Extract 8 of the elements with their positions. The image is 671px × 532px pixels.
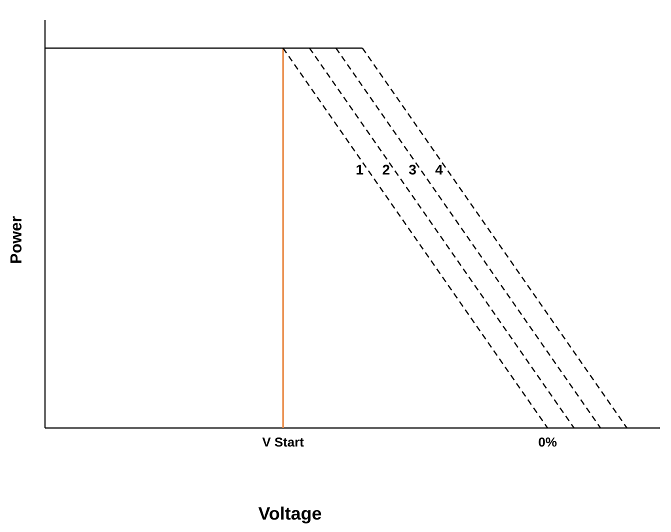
series-label: 2 (382, 164, 390, 175)
series-label: 4 (435, 164, 443, 174)
series-label: 3 (408, 164, 416, 175)
x-tick-label: 0% (538, 437, 557, 447)
x-tick-label: V Start (262, 437, 304, 447)
x-axis-title: Voltage (258, 506, 322, 524)
series-label: 1 (356, 164, 364, 174)
y-axis-title: Power (10, 216, 22, 263)
